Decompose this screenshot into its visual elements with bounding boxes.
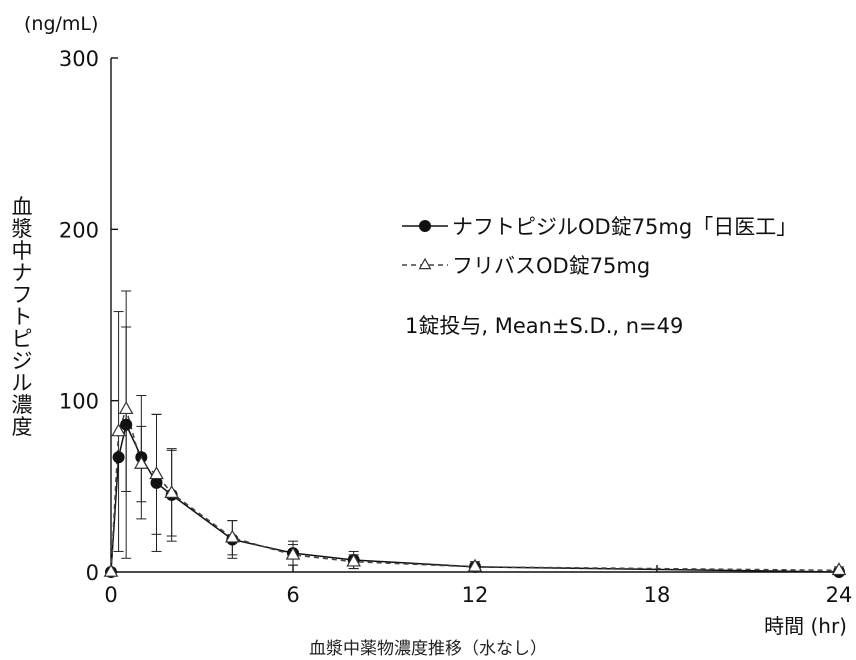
x-axis-label: 時間 (hr): [764, 614, 847, 638]
series-markers-2: [103, 401, 847, 577]
y-axis-label-char: 血: [12, 195, 33, 219]
y-axis-label-char: ジ: [12, 349, 33, 373]
y-ticks: 0 100 200 300: [59, 47, 118, 585]
data-point-circle: [120, 418, 133, 431]
y-axis-label-char: ピ: [12, 327, 33, 351]
data-point-triangle: [225, 529, 240, 543]
data-point-triangle: [103, 563, 119, 577]
data-point-triangle: [285, 546, 301, 560]
legend-marker-1: [419, 220, 431, 232]
data-point-triangle: [467, 558, 483, 572]
data-point-triangle: [831, 562, 847, 576]
data-point-circle: [150, 476, 163, 489]
data-point-triangle: [111, 423, 126, 437]
y-axis-label-char: フ: [12, 283, 33, 307]
data-point-triangle: [164, 484, 179, 498]
x-tick-label: 18: [644, 583, 671, 607]
series-layer: [103, 290, 847, 578]
y-axis-label-char: 中: [12, 239, 33, 263]
y-axis-label-char: ル: [12, 371, 33, 395]
y-axis-label-char: 度: [12, 415, 33, 439]
data-point-triangle: [346, 553, 361, 567]
data-point-triangle: [134, 455, 149, 469]
y-unit-label: (ng/mL): [24, 13, 98, 35]
y-axis-label-char: 漿: [12, 217, 33, 241]
legend-marker-2: [418, 257, 432, 270]
chart-caption: 血漿中薬物濃度推移（水なし）: [309, 639, 547, 659]
series-line-2: [110, 406, 840, 573]
x-tick-label: 0: [104, 583, 117, 607]
legend-label-1: ナフトピジルOD錠75mg「日医工」: [452, 215, 797, 239]
x-tick-label: 24: [826, 583, 853, 607]
y-tick-label: 300: [59, 47, 99, 71]
data-point-circle: [112, 451, 125, 464]
series-markers-1: [105, 418, 845, 578]
x-tick-label: 12: [462, 583, 489, 607]
chart-note: 1錠投与, Mean±S.D., n=49: [405, 314, 683, 338]
data-point-triangle: [118, 401, 134, 415]
x-tick-label: 6: [286, 583, 299, 607]
x-axis-label-text: 時間 (hr): [764, 614, 847, 638]
y-axis-label-char: ナ: [12, 261, 33, 285]
y-axis-label-char: ト: [12, 305, 33, 329]
legend-label-2: フリバスOD錠75mg: [452, 254, 650, 278]
legend: ナフトピジルOD錠75mg「日医工」フリバスOD錠75mg: [402, 215, 797, 278]
data-point-triangle: [149, 466, 164, 480]
y-tick-label: 100: [59, 390, 99, 414]
y-axis-label-char: 濃: [12, 393, 33, 417]
y-tick-label: 200: [59, 218, 99, 242]
series-line-1: [110, 422, 840, 573]
y-tick-label: 0: [86, 561, 99, 585]
